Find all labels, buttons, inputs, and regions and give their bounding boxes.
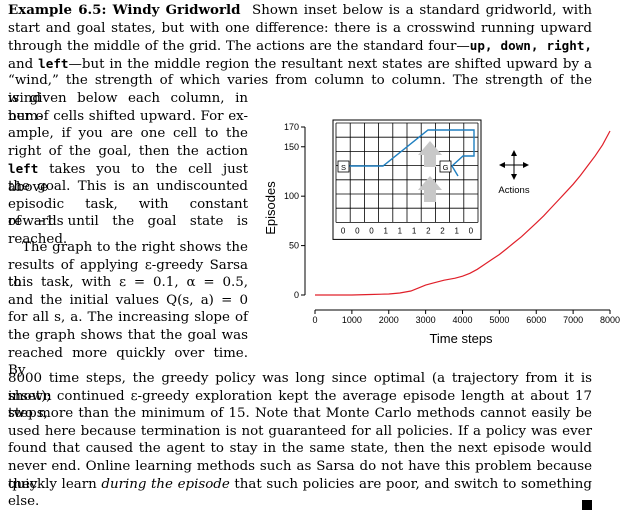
x-tick-label: 1000 xyxy=(342,315,362,325)
col-line-8: of −1 until the goal state is reached. xyxy=(8,214,248,247)
body-line-8: else. xyxy=(8,494,40,510)
body-line-7: quickly learn during the episode that su… xyxy=(8,476,592,492)
col-line-13: for all s, a. The increasing slope of xyxy=(8,310,248,326)
wind-strength-label: 0 xyxy=(369,226,374,235)
body-line-2: inset); continued ε-greedy exploration k… xyxy=(8,388,592,422)
chart-ticks: 0 1000 2000 3000 4000 5000 6000 7000 80000501001… xyxy=(284,122,620,325)
wind-strength-label: 1 xyxy=(383,226,388,235)
intro-line-5: “wind,” the strength of which varies fro… xyxy=(8,73,592,106)
wind-strength-label: 0 xyxy=(469,226,474,235)
wind-strength-label: 1 xyxy=(412,226,417,235)
start-state-label: S xyxy=(341,163,346,172)
col-line-14: the graph shows that the goal was xyxy=(8,328,248,343)
body-line-5: found that caused the agent to stay in t… xyxy=(8,441,592,457)
wind-arrow-lower xyxy=(418,176,442,202)
wind-strength-label: 1 xyxy=(454,226,459,235)
x-tick-label: 4000 xyxy=(452,315,472,325)
col-line-12: and the initial values Q(s, a) = 0 xyxy=(8,292,248,308)
intro-line-4: and left—but in the middle region the re… xyxy=(8,55,593,72)
end-of-example-mark xyxy=(582,500,592,510)
wind-strength-label: 2 xyxy=(440,226,445,235)
body-line-1: 8000 time steps, the greedy policy was l… xyxy=(8,371,592,404)
col-line-2: ber of cells shifted upward. For ex- xyxy=(8,108,248,124)
x-axis-label: Time steps xyxy=(429,331,493,346)
intro-line-2: start and goal states, but with one diff… xyxy=(8,20,592,36)
optimal-trajectory xyxy=(342,129,475,177)
x-tick-label: 5000 xyxy=(489,315,509,325)
col-line-15: reached more quickly over time. By xyxy=(8,345,248,379)
x-tick-label: 2000 xyxy=(379,315,399,325)
x-tick-label: 6000 xyxy=(526,315,546,325)
col-line-6: the goal. This is an undiscounted xyxy=(8,179,248,194)
actions-label: Actions xyxy=(498,185,529,196)
body-line-6: never end. Online learning methods such … xyxy=(8,459,592,492)
col-line-3: ample, if you are one cell to the xyxy=(8,126,248,142)
col-line-11: this task, with ε = 0.1, α = 0.5, xyxy=(8,275,248,291)
wind-strength-label: 0 xyxy=(341,226,346,235)
col-line-10: results of applying ε-greedy Sarsa to xyxy=(8,257,248,291)
goal-state-label: G xyxy=(443,163,449,172)
col-line-4: right of the goal, then the action xyxy=(8,143,248,159)
actions-compass-icon xyxy=(499,150,529,180)
col-line-1: is given below each column, in num- xyxy=(8,91,248,124)
y-axis-label: Episodes xyxy=(263,181,278,235)
episodes-curve xyxy=(315,130,611,296)
wind-arrow-upper xyxy=(418,141,442,167)
x-tick-label: 3000 xyxy=(416,315,436,325)
y-tick-label: 0 xyxy=(294,290,299,300)
example-heading: Example 6.5: Windy Gridworld xyxy=(8,2,241,18)
intro-line-1: Example 6.5: Windy Gridworld Shown inset… xyxy=(8,2,592,18)
y-tick-label: 170 xyxy=(284,122,299,132)
col-line-9: The graph to the right shows the xyxy=(22,240,248,255)
wind-strength-label: 0 xyxy=(355,226,360,235)
x-tick-label: 7000 xyxy=(563,315,583,325)
col-line-7: episodic task, with constant rewards xyxy=(8,196,248,230)
y-tick-label: 150 xyxy=(284,142,299,152)
wind-strength-label: 2 xyxy=(426,226,431,235)
y-tick-label: 100 xyxy=(284,191,299,201)
col-line-5: left takes you to the cell just above xyxy=(8,161,248,195)
body-line-4: used here because termination is not gua… xyxy=(8,423,592,439)
body-line-3: two more than the minimum of 15. Note th… xyxy=(8,406,592,422)
x-tick-label: 0 xyxy=(312,315,317,325)
intro-line-3: through the middle of the grid. The acti… xyxy=(8,38,592,55)
wind-strength-label: 1 xyxy=(398,226,403,235)
y-tick-label: 50 xyxy=(289,241,299,251)
x-tick-label: 8000 xyxy=(600,315,620,325)
